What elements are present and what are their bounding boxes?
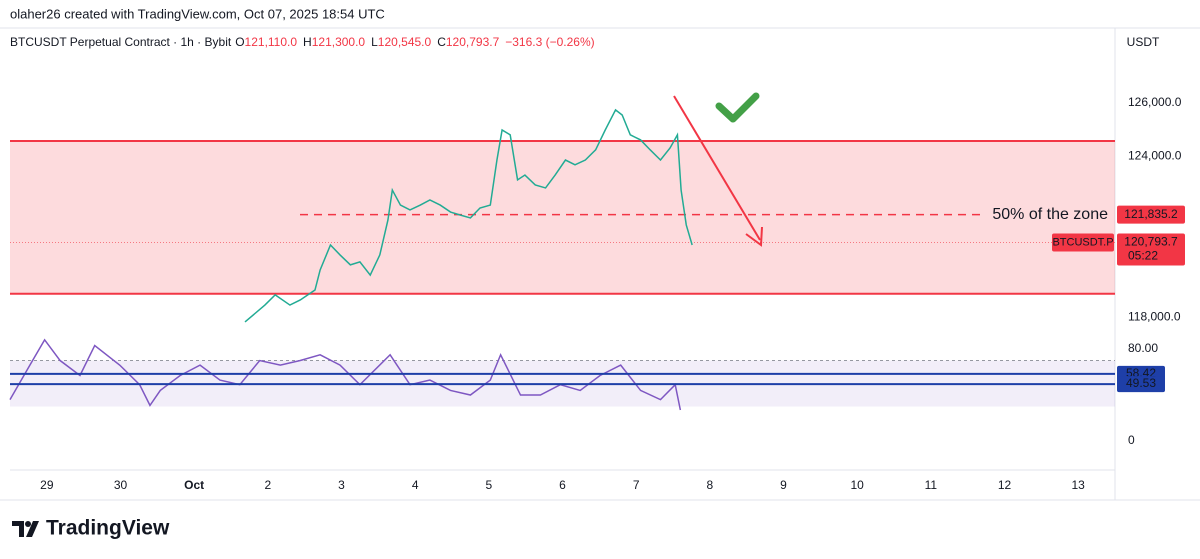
x-tick-label: 3	[338, 478, 345, 492]
symbol-title: BTCUSDT Perpetual Contract · 1h · Bybit	[10, 35, 232, 49]
symbol-tag	[1052, 233, 1114, 252]
ohlc-key: H	[303, 35, 312, 49]
y-tick-label: 124,000.0	[1128, 149, 1182, 163]
ohlc-key: C	[437, 35, 446, 49]
level-tag	[1117, 376, 1165, 393]
x-tick-label: 4	[412, 478, 419, 492]
x-tick-label: 5	[485, 478, 492, 492]
ohlc-value: 121,300.0	[312, 35, 366, 49]
price-tag-label: 120,793.7	[1124, 235, 1178, 249]
ohlc-value: 121,110.0	[245, 35, 298, 49]
y-tick-label: 0	[1128, 433, 1135, 447]
zone	[10, 140, 1115, 294]
y-tick-label: 80.00	[1128, 341, 1158, 355]
x-tick-label: 2	[264, 478, 271, 492]
change: −316.3 (−0.26%)	[505, 35, 594, 49]
x-tick-label: 9	[780, 478, 787, 492]
y-tick-label: 126,000.0	[1128, 95, 1182, 109]
price-line	[244, 108, 693, 323]
x-tick-label: 29	[40, 478, 54, 492]
ohlc-key: L	[371, 35, 378, 49]
check-mark	[715, 92, 760, 123]
level-label: 49.53	[1126, 376, 1156, 390]
symbol-tag-label: BTCUSDT.P	[1052, 236, 1113, 248]
x-tick-label: 30	[114, 478, 128, 492]
price-tag-label: 121,835.2	[1124, 207, 1178, 221]
x-tick-label: 11	[925, 478, 938, 492]
credit: olaher26 created with TradingView.com, O…	[10, 6, 385, 21]
x-tick-label: 6	[559, 478, 566, 492]
countdown: 05:22	[1128, 249, 1158, 263]
x-tick-label: 8	[706, 478, 713, 492]
mid-line-text: 50% of the zone	[992, 206, 1108, 223]
arrow-head	[745, 226, 763, 247]
brand: TradingView	[46, 517, 170, 540]
price-line	[9, 338, 682, 411]
brand-logo	[12, 521, 39, 537]
x-tick-label: 12	[998, 478, 1012, 492]
currency: USDT	[1127, 35, 1160, 49]
x-tick-label: 7	[633, 478, 640, 492]
ohlc-value: 120,545.0	[378, 35, 432, 49]
x-tick-label: Oct	[184, 478, 204, 492]
y-tick-label: 118,000.0	[1128, 310, 1181, 324]
price-tag	[1117, 205, 1185, 224]
ohlc-key: O	[235, 35, 244, 49]
symbol-info: BTCUSDT Perpetual Contract · 1h · Bybit O…	[10, 35, 595, 49]
x-tick-label: 10	[850, 478, 864, 492]
arrow	[673, 95, 761, 241]
ohlc-value: 120,793.7	[446, 35, 500, 49]
x-tick-label: 13	[1071, 478, 1085, 492]
price-tag	[1117, 233, 1185, 266]
